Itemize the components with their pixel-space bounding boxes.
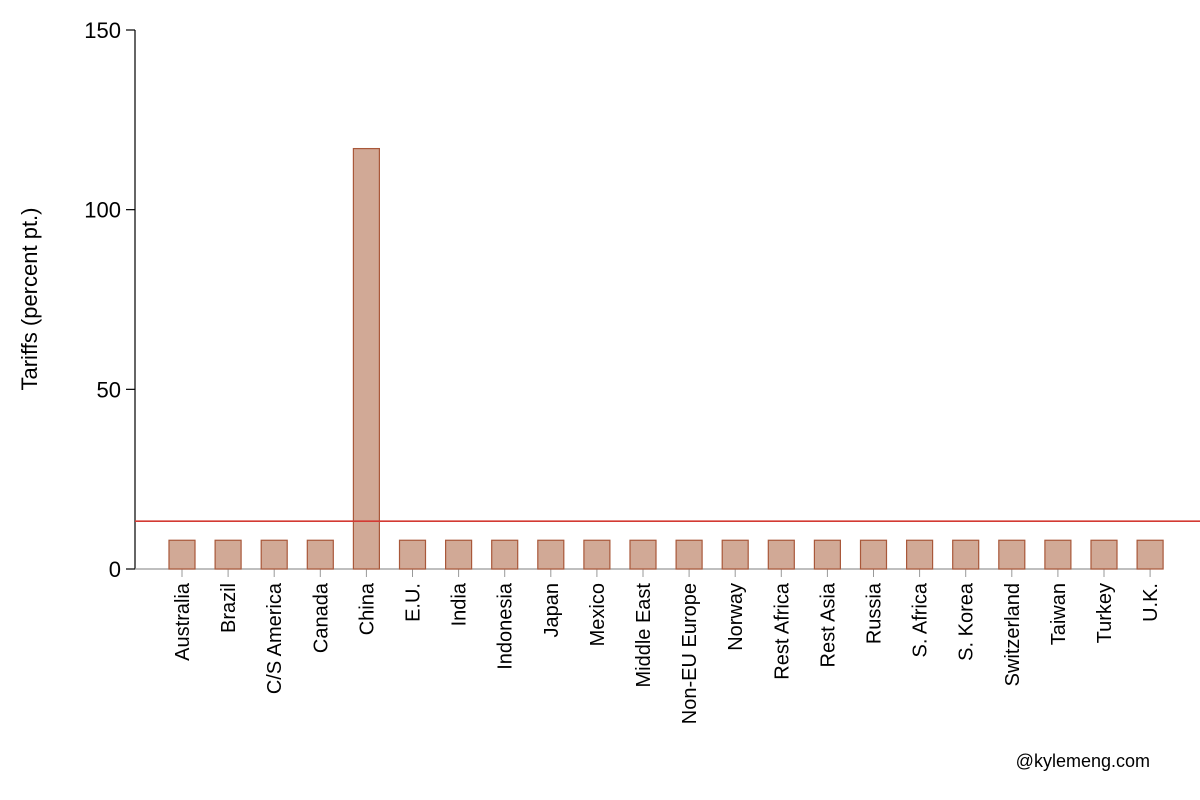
y-tick-label: 50 [97,377,121,402]
y-tick-label: 0 [109,557,121,582]
x-tick-label: S. Africa [910,582,932,657]
bar-middle-east [629,539,657,570]
bar-switzerland [998,539,1026,570]
bar-china [352,147,380,570]
bar-indonesia [491,539,519,570]
x-tick-label: India [449,582,471,626]
bar-taiwan [1044,539,1072,570]
bar-brazil [214,539,242,570]
credit-text: @kylemeng.com [1016,751,1150,771]
x-tick-label: U.K. [1140,583,1162,622]
bars [168,147,1164,570]
y-tick-labels: 0 50 100 150 [84,18,121,582]
x-tick-label: Switzerland [1002,583,1024,686]
x-tick-label: Middle East [633,583,655,688]
bar-s-korea [952,539,980,570]
bar-india [445,539,473,570]
x-tick-labels: Australia Brazil C/S America Canada China E.U… [172,582,1162,724]
x-tick-label: Taiwan [1048,583,1070,645]
x-tick-label: S. Korea [956,582,978,661]
bar-c-s-america [260,539,288,570]
x-tick-label: Rest Asia [817,582,839,667]
x-tick-label: China [356,582,378,635]
y-tick-label: 150 [84,18,121,43]
bar-s-africa [905,539,934,570]
bar-rest-africa [767,539,795,570]
bar-e-u [398,539,427,570]
x-tick-label: Indonesia [495,582,517,670]
x-tick-label: Russia [864,582,886,644]
bar-non-eu-europe [675,539,703,570]
x-tick-label: Rest Africa [771,582,793,680]
x-tick-label: E.U. [403,583,425,622]
x-tick-label: Norway [725,583,747,651]
bar-japan [537,539,565,570]
bar-russia [859,539,888,570]
axes [126,29,1151,577]
y-tick-label: 100 [84,198,121,223]
bar-canada [306,539,334,570]
x-tick-label: Brazil [218,583,240,633]
bar-mexico [583,539,611,570]
x-tick-label: Japan [541,583,563,638]
bar-rest-asia [813,539,842,570]
y-axis-title: Tariffs (percent pt.) [17,208,42,391]
x-tick-label: C/S America [264,582,286,694]
x-tick-label: Australia [172,582,194,661]
x-tick-label: Mexico [587,583,609,646]
x-tick-label: Non-EU Europe [679,583,701,724]
x-tick-label: Canada [310,582,332,653]
x-tick-label: Turkey [1094,583,1116,643]
bar-turkey [1090,539,1118,570]
bar-australia [168,539,196,570]
bar-norway [721,539,749,570]
bar-u-k [1136,539,1164,570]
